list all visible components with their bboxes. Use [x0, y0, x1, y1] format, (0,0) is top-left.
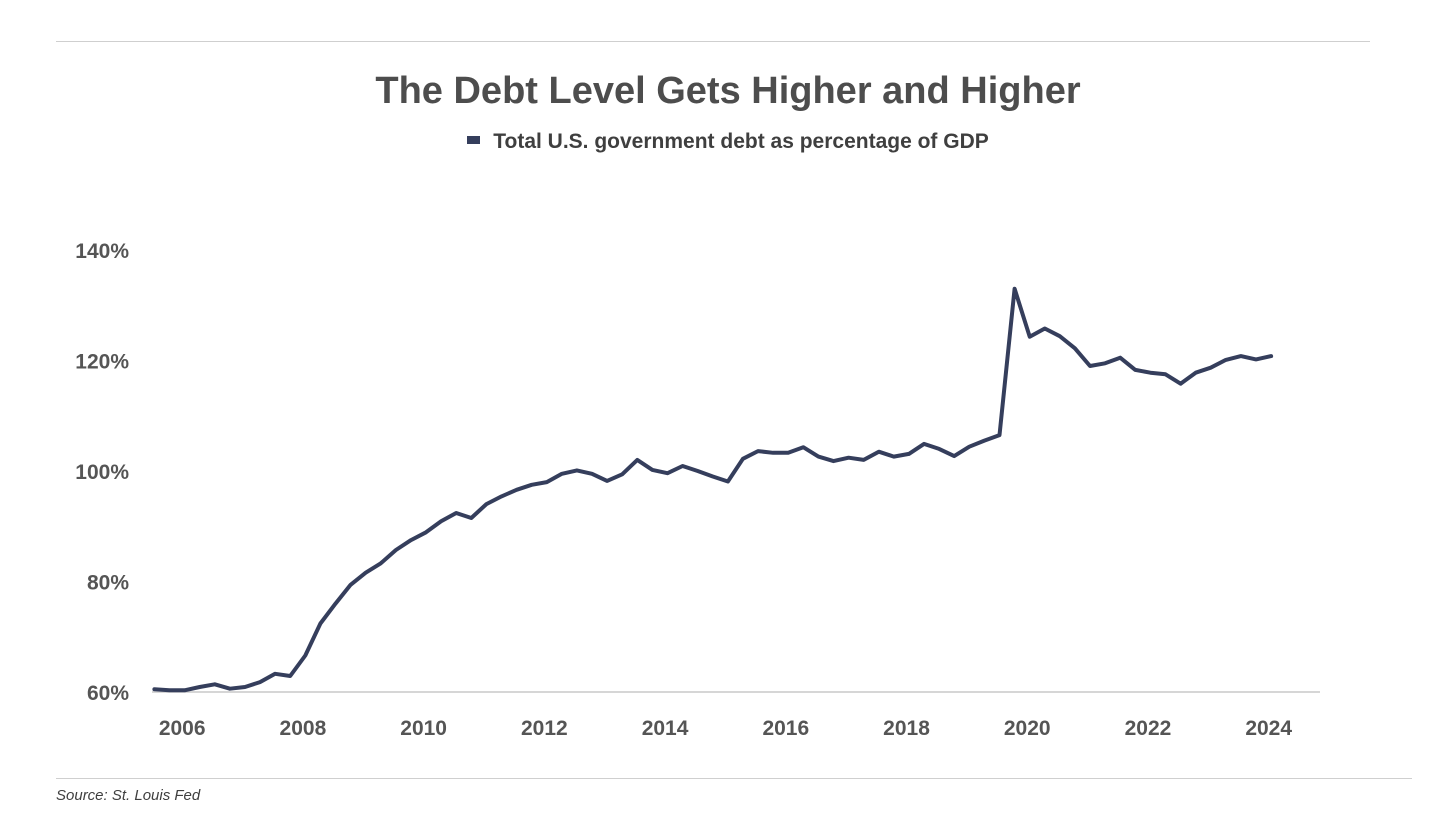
x-tick-label: 2022: [1125, 717, 1172, 740]
x-tick-label: 2006: [159, 717, 206, 740]
x-tick-label: 2010: [400, 717, 447, 740]
bottom-divider: [56, 778, 1412, 779]
x-tick-label: 2024: [1245, 717, 1292, 740]
x-tick-label: 2020: [1004, 717, 1051, 740]
legend-label: Total U.S. government debt as percentage…: [493, 130, 989, 153]
top-divider: [56, 41, 1370, 42]
legend-swatch: [467, 136, 481, 145]
x-tick-label: 2014: [642, 717, 689, 740]
series-line: [152, 286, 1274, 693]
chart-series: [152, 286, 1274, 693]
chart-title: The Debt Level Gets Higher and Higher: [375, 70, 1081, 112]
y-axis-ticks: 60% 80% 100% 120% 140%: [75, 240, 129, 705]
x-axis-ticks: 2006 2008 2010 2012 2014 2016 2018 2020 2022 2024: [159, 717, 1293, 740]
x-tick-label: 2008: [280, 717, 327, 740]
y-tick-label: 60%: [87, 682, 129, 705]
x-tick-label: 2016: [762, 717, 809, 740]
y-tick-label: 80%: [87, 572, 129, 595]
source-note: Source: St. Louis Fed: [56, 787, 201, 804]
y-tick-label: 120%: [75, 351, 129, 374]
x-tick-label: 2012: [521, 717, 568, 740]
chart-legend: Total U.S. government debt as percentage…: [0, 130, 1456, 154]
y-tick-label: 100%: [75, 461, 129, 484]
y-tick-label: 140%: [75, 240, 129, 263]
x-tick-label: 2018: [883, 717, 930, 740]
